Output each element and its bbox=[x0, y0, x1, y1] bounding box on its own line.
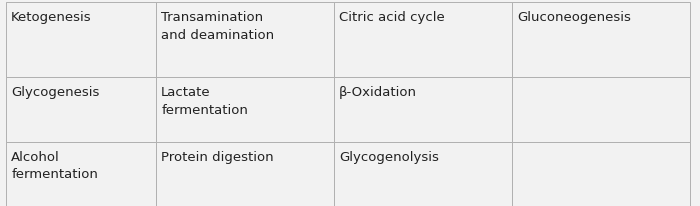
Bar bbox=[334, 78, 512, 142]
Text: Lactate
fermentation: Lactate fermentation bbox=[161, 86, 248, 116]
Bar bbox=[155, 142, 334, 206]
Text: Glycogenolysis: Glycogenolysis bbox=[340, 150, 439, 163]
Bar bbox=[512, 3, 690, 78]
Bar bbox=[6, 142, 155, 206]
Text: Alcohol
fermentation: Alcohol fermentation bbox=[11, 150, 98, 180]
Text: Gluconeogenesis: Gluconeogenesis bbox=[517, 11, 631, 24]
Text: Protein digestion: Protein digestion bbox=[161, 150, 274, 163]
Bar bbox=[334, 142, 512, 206]
Text: Ketogenesis: Ketogenesis bbox=[11, 11, 92, 24]
Text: Glycogenesis: Glycogenesis bbox=[11, 86, 99, 99]
Bar bbox=[6, 78, 155, 142]
Text: Citric acid cycle: Citric acid cycle bbox=[340, 11, 445, 24]
Bar bbox=[155, 78, 334, 142]
Bar bbox=[512, 142, 690, 206]
Bar bbox=[155, 3, 334, 78]
Text: β-Oxidation: β-Oxidation bbox=[340, 86, 417, 99]
Bar bbox=[334, 3, 512, 78]
Bar bbox=[512, 78, 690, 142]
Text: Transamination
and deamination: Transamination and deamination bbox=[161, 11, 274, 42]
Bar bbox=[6, 3, 155, 78]
